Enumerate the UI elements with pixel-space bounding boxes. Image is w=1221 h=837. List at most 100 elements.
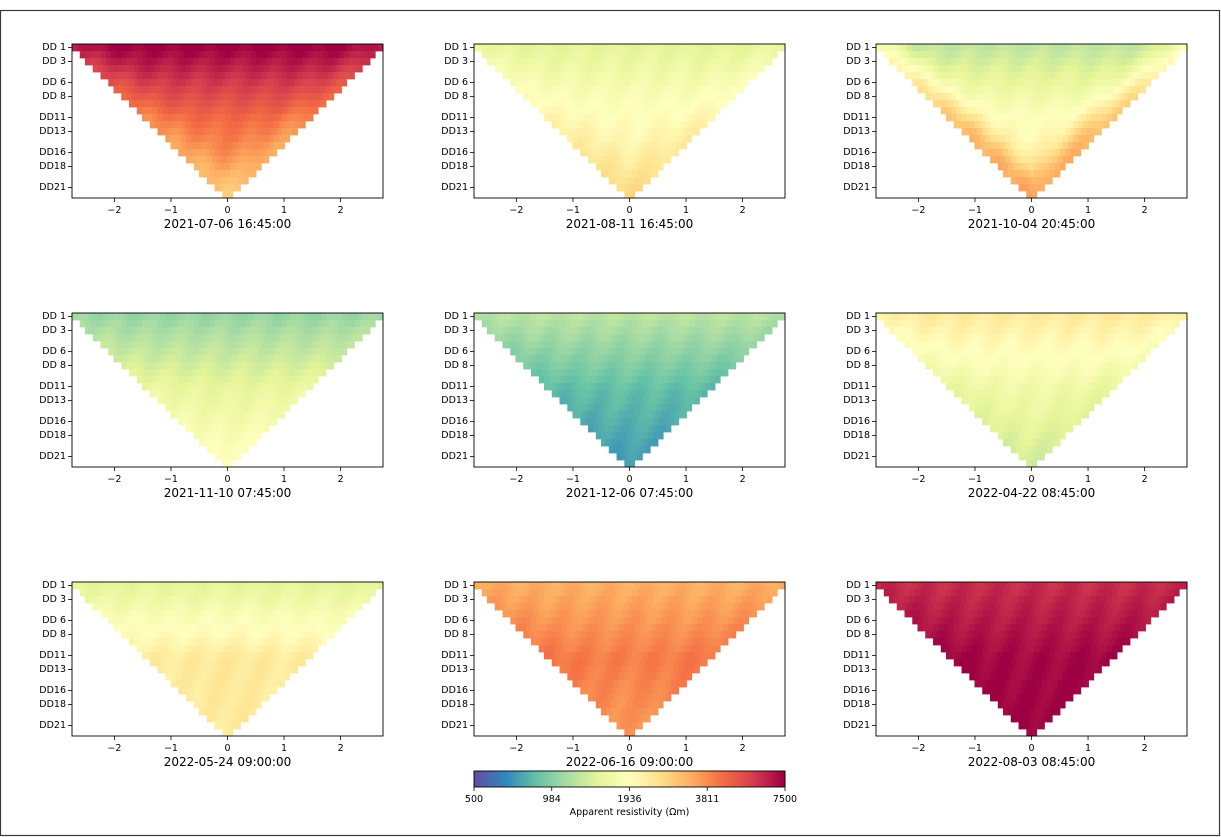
resistivity-cell [613, 44, 620, 52]
resistivity-cell [224, 397, 231, 405]
resistivity-cell [1057, 334, 1063, 342]
resistivity-cell [243, 603, 249, 611]
resistivity-cell [196, 313, 202, 321]
resistivity-cell [995, 355, 1001, 363]
resistivity-cell [1163, 58, 1170, 66]
resistivity-cell [92, 334, 99, 342]
resistivity-cell [292, 589, 298, 597]
resistivity-cell [520, 313, 527, 321]
resistivity-cell [1026, 65, 1032, 73]
resistivity-cell [1031, 369, 1038, 377]
resistivity-cell [935, 51, 942, 59]
resistivity-cell [263, 100, 270, 108]
resistivity-cell [173, 327, 179, 335]
resistivity-cell [569, 51, 576, 59]
resistivity-cell [300, 44, 306, 52]
resistivity-cell [315, 44, 322, 52]
resistivity-cell [1127, 320, 1133, 328]
resistivity-cell [997, 341, 1004, 349]
resistivity-cell [279, 348, 285, 356]
resistivity-cell [712, 348, 719, 356]
resistivity-cell [603, 390, 610, 398]
resistivity-cell [149, 100, 156, 108]
resistivity-cell [196, 390, 202, 398]
resistivity-cell [1057, 313, 1063, 321]
resistivity-cell [188, 128, 195, 136]
resistivity-cell [147, 589, 153, 597]
resistivity-cell [1091, 320, 1097, 328]
resistivity-cell [209, 687, 215, 695]
resistivity-cell [645, 177, 651, 185]
resistivity-cell [302, 631, 309, 639]
resistivity-cell [948, 313, 955, 321]
resistivity-cell [951, 383, 957, 391]
resistivity-cell [494, 44, 501, 52]
resistivity-cell [227, 86, 234, 94]
resistivity-cell [982, 341, 988, 349]
resistivity-cell [992, 114, 999, 122]
resistivity-cell [507, 341, 514, 349]
resistivity-cell [279, 624, 285, 632]
resistivity-cell [616, 93, 623, 101]
resistivity-cell [624, 44, 630, 52]
resistivity-cell [1124, 100, 1131, 108]
resistivity-cell [186, 369, 192, 377]
resistivity-cell [191, 638, 197, 646]
resistivity-cell [1049, 383, 1056, 391]
resistivity-cell [162, 610, 169, 618]
resistivity-cell [611, 149, 617, 157]
resistivity-cell [292, 383, 298, 391]
resistivity-cell [1083, 404, 1089, 412]
resistivity-cell [1091, 362, 1097, 370]
resistivity-cell [564, 107, 571, 115]
resistivity-cell [673, 327, 680, 335]
resistivity-cell [263, 369, 270, 377]
resistivity-cell [219, 397, 226, 405]
resistivity-cell [266, 589, 272, 597]
resistivity-cell [154, 313, 161, 321]
resistivity-cell [240, 341, 247, 349]
resistivity-cell [1080, 341, 1087, 349]
resistivity-cell [268, 582, 275, 590]
resistivity-cell [1054, 327, 1061, 335]
resistivity-cell [1005, 355, 1012, 363]
resistivity-cell [266, 376, 272, 384]
resistivity-cell [224, 645, 231, 653]
resistivity-cell [979, 86, 986, 94]
resistivity-cell [751, 51, 757, 59]
resistivity-cell [139, 313, 145, 321]
resistivity-cell [344, 589, 350, 597]
resistivity-cell [1015, 65, 1022, 73]
resistivity-cell [1091, 341, 1097, 349]
resistivity-cell [1054, 107, 1061, 115]
resistivity-cell [668, 320, 674, 328]
resistivity-cell [222, 603, 228, 611]
resistivity-cell [292, 362, 298, 370]
resistivity-cell [167, 341, 174, 349]
resistivity-cell [1034, 58, 1040, 66]
resistivity-cell [974, 142, 981, 150]
resistivity-cell [1088, 79, 1095, 87]
resistivity-cell [966, 397, 973, 405]
resistivity-cell [97, 313, 104, 321]
resistivity-cell [751, 341, 757, 349]
resistivity-cell [629, 65, 636, 73]
resistivity-cell [499, 334, 506, 342]
resistivity-cell [157, 631, 164, 639]
resistivity-cell [201, 638, 208, 646]
resistivity-cell [250, 439, 257, 447]
resistivity-cell [271, 93, 278, 101]
resistivity-cell [248, 121, 254, 129]
resistivity-cell [292, 397, 298, 405]
resistivity-cell [1047, 404, 1053, 412]
resistivity-cell [639, 86, 646, 94]
resistivity-cell [331, 334, 337, 342]
resistivity-cell [180, 79, 187, 87]
resistivity-cell [676, 100, 682, 108]
resistivity-cell [82, 582, 88, 590]
resistivity-cell [1034, 320, 1040, 328]
resistivity-cell [606, 383, 612, 391]
resistivity-cell [1078, 44, 1084, 52]
resistivity-cell [245, 320, 252, 328]
